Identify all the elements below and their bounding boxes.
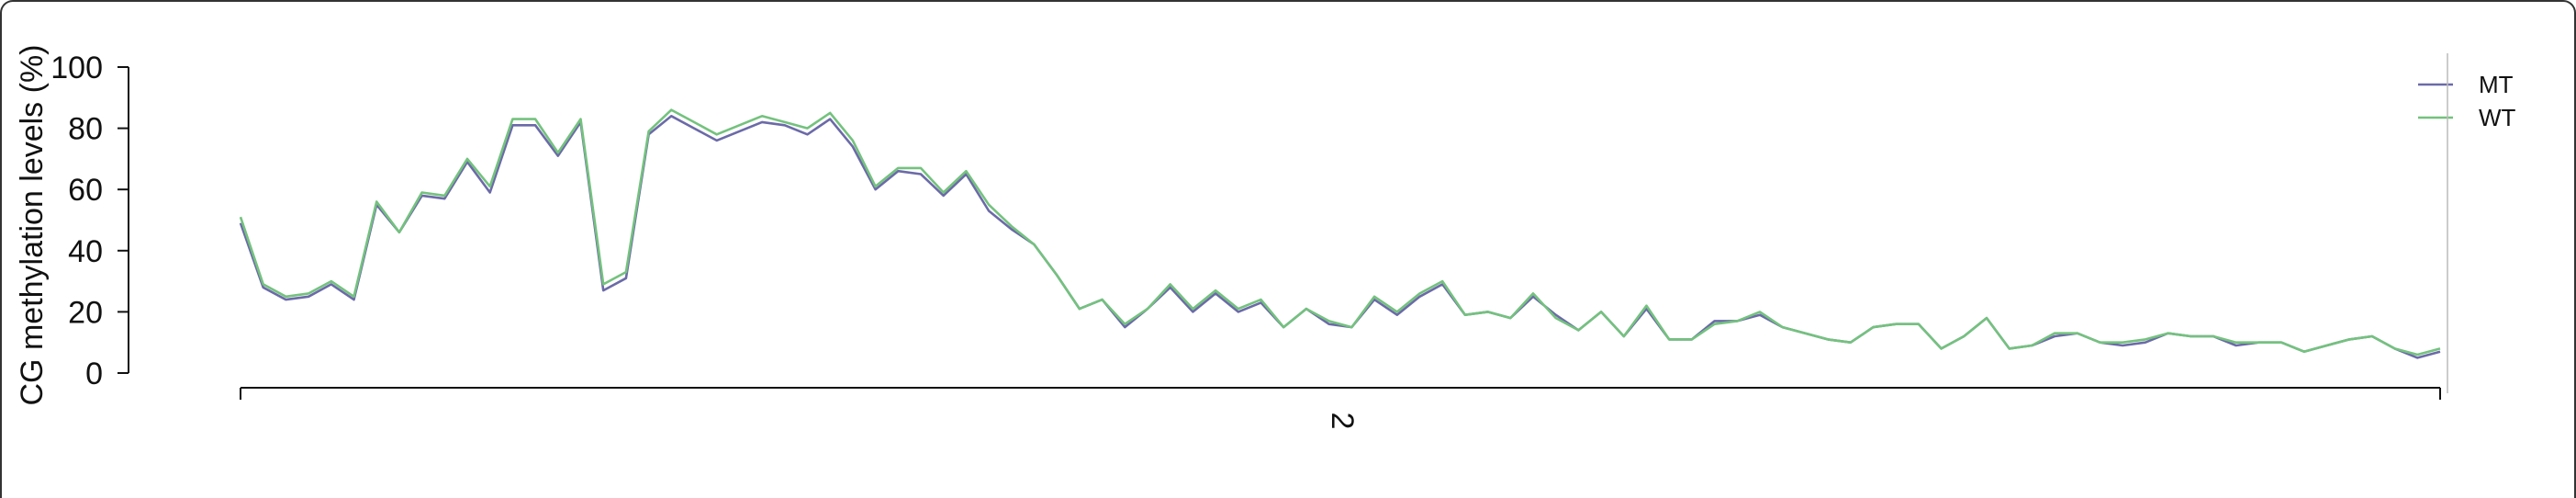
y-axis: 0 20 40 60 80 100 — [50, 51, 129, 391]
legend-label-mt: MT — [2479, 71, 2514, 98]
y-tick-label: 100 — [50, 51, 103, 85]
x-tick-label: 2 — [1325, 413, 1360, 430]
legend-label-wt: WT — [2479, 104, 2516, 131]
y-tick-label: 60 — [68, 173, 103, 208]
x-axis: 2 — [240, 387, 2441, 430]
y-tick-label: 40 — [68, 234, 103, 269]
series-line-wt — [239, 108, 2441, 357]
y-tick-label: 80 — [68, 112, 103, 147]
y-tick-label: 0 — [85, 357, 103, 391]
y-tick-label: 20 — [68, 295, 103, 330]
series-line-mt — [239, 115, 2441, 359]
series-layer — [239, 108, 2441, 359]
legend: MT WT — [2418, 71, 2516, 131]
y-axis-title: CG methylation levels (%) — [15, 44, 50, 405]
